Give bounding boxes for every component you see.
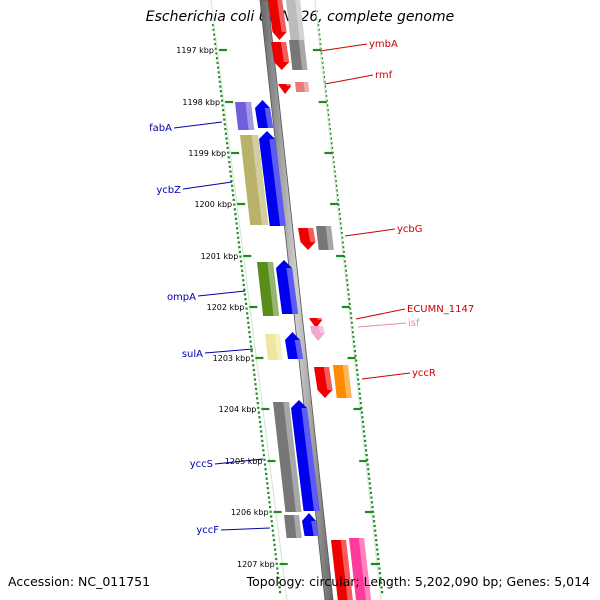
reverse-gene-ycbG — [298, 228, 316, 250]
tick-label: 1204 kbp — [219, 405, 257, 414]
leader-line — [361, 372, 411, 380]
gene-label-yccR: yccR — [412, 368, 436, 379]
reverse-gene-rmf — [278, 84, 292, 94]
topology-label: Topology: circular; Length: 5,202,090 bp… — [246, 574, 590, 589]
tick-label: 1200 kbp — [194, 200, 232, 209]
feature-green — [257, 262, 280, 316]
gene-label-yccS: yccS — [190, 459, 213, 470]
tick-label: 1207 kbp — [237, 560, 275, 569]
feature-grey-ycbG — [316, 226, 334, 250]
tick-labels: 1197 kbp 1198 kbp 1199 kbp 1200 kbp 1201 kbp… — [176, 46, 379, 569]
feature-grey-ymbA — [289, 40, 308, 70]
forward-gene-yccF — [302, 513, 319, 536]
tick-label: 1201 kbp — [201, 252, 239, 261]
feature-grey-2 — [284, 515, 302, 538]
gene-label-yccF: yccF — [196, 525, 219, 536]
tick-label: 1198 kbp — [182, 98, 220, 107]
leader-line — [173, 121, 223, 129]
feature-grey-top — [286, 0, 305, 40]
gene-features — [235, 0, 372, 600]
tick-label: 1203 kbp — [213, 354, 251, 363]
leader-line — [319, 43, 368, 52]
tick-label: 1206 kbp — [231, 508, 269, 517]
left-tick-dots — [212, 24, 282, 594]
leader-line — [214, 458, 264, 465]
gene-label-isf: isf — [408, 318, 420, 329]
leader-line — [220, 527, 271, 531]
forward-gene-ycbZ — [259, 131, 286, 226]
gene-label-ymbA: ymbA — [369, 39, 398, 50]
feature-isf — [310, 326, 325, 341]
leader-line — [182, 181, 233, 190]
feature-purple — [235, 102, 255, 130]
genome-backbone — [259, 0, 334, 600]
feature-orange — [333, 365, 352, 398]
forward-gene-yccS — [291, 400, 320, 511]
gene-label-rmf: rmf — [375, 70, 393, 81]
tick-label: 1197 kbp — [176, 46, 214, 55]
accession-label: Accession: NC_011751 — [8, 574, 151, 589]
forward-gene-fabA — [255, 100, 274, 128]
feature-yellow — [265, 334, 283, 360]
leader-line — [344, 228, 396, 237]
tick-label: 1202 kbp — [207, 303, 245, 312]
leader-line — [204, 348, 254, 354]
feature-pink — [349, 538, 372, 600]
gene-label-ECUMN_1147: ECUMN_1147 — [407, 304, 474, 315]
feature-olive — [240, 135, 269, 225]
inner-track-border-right — [314, 0, 382, 600]
forward-gene-sulA — [285, 332, 304, 359]
reverse-gene-bottom — [331, 540, 353, 600]
reverse-gene-ECUMN_1147 — [309, 318, 323, 328]
inner-track-border-left — [210, 0, 288, 600]
reverse-gene-top — [268, 0, 287, 40]
gene-labels: fabA ycbZ ompA sulA yccS yccF ymbA rmf ycbG ECUMN… — [149, 39, 474, 536]
forward-gene-ompA — [276, 260, 299, 314]
reverse-gene-yccR — [314, 367, 333, 398]
leader-line — [357, 322, 407, 328]
feature-rmf-2 — [295, 82, 310, 92]
gene-label-sulA: sulA — [182, 349, 203, 360]
leader-line — [197, 290, 246, 297]
feature-grey — [273, 402, 302, 512]
gene-label-ompA: ompA — [167, 292, 196, 303]
tick-label: 1199 kbp — [188, 149, 226, 158]
reverse-gene-ymbA — [271, 42, 290, 70]
gene-label-fabA: fabA — [149, 123, 172, 134]
tick-track — [212, 24, 384, 594]
gene-label-ycbZ: ycbZ — [156, 185, 181, 196]
tick-label: 1205 kbp — [225, 457, 263, 466]
leader-line — [355, 308, 406, 320]
leader-line — [324, 74, 374, 85]
gene-label-ycbG: ycbG — [397, 224, 423, 235]
